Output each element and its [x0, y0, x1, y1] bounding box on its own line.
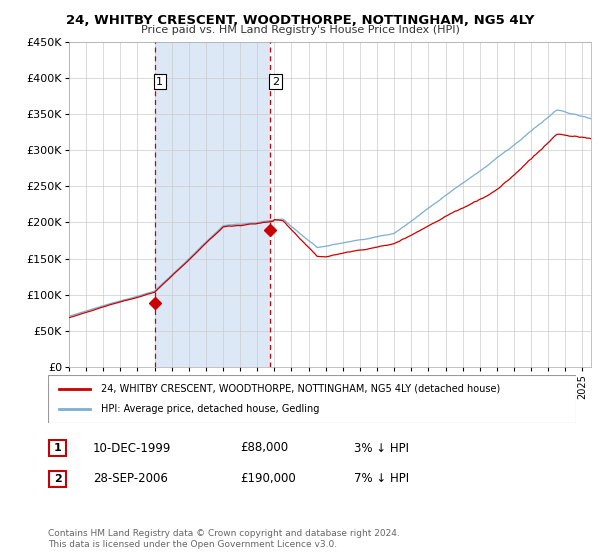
Text: 7% ↓ HPI: 7% ↓ HPI — [354, 472, 409, 486]
Text: 24, WHITBY CRESCENT, WOODTHORPE, NOTTINGHAM, NG5 4LY (detached house): 24, WHITBY CRESCENT, WOODTHORPE, NOTTING… — [101, 384, 500, 394]
Text: 10-DEC-1999: 10-DEC-1999 — [93, 441, 172, 455]
Text: 28-SEP-2006: 28-SEP-2006 — [93, 472, 168, 486]
Text: £190,000: £190,000 — [240, 472, 296, 486]
Text: 2: 2 — [54, 474, 61, 484]
Text: HPI: Average price, detached house, Gedling: HPI: Average price, detached house, Gedl… — [101, 404, 319, 414]
Text: £88,000: £88,000 — [240, 441, 288, 455]
FancyBboxPatch shape — [48, 375, 576, 423]
Bar — [155, 42, 270, 367]
Text: 1: 1 — [54, 443, 61, 453]
Text: 1: 1 — [156, 77, 163, 87]
Text: 2: 2 — [272, 77, 279, 87]
Text: 24, WHITBY CRESCENT, WOODTHORPE, NOTTINGHAM, NG5 4LY: 24, WHITBY CRESCENT, WOODTHORPE, NOTTING… — [66, 14, 534, 27]
Text: Contains HM Land Registry data © Crown copyright and database right 2024.
This d: Contains HM Land Registry data © Crown c… — [48, 529, 400, 549]
Text: Price paid vs. HM Land Registry's House Price Index (HPI): Price paid vs. HM Land Registry's House … — [140, 25, 460, 35]
Text: 3% ↓ HPI: 3% ↓ HPI — [354, 441, 409, 455]
